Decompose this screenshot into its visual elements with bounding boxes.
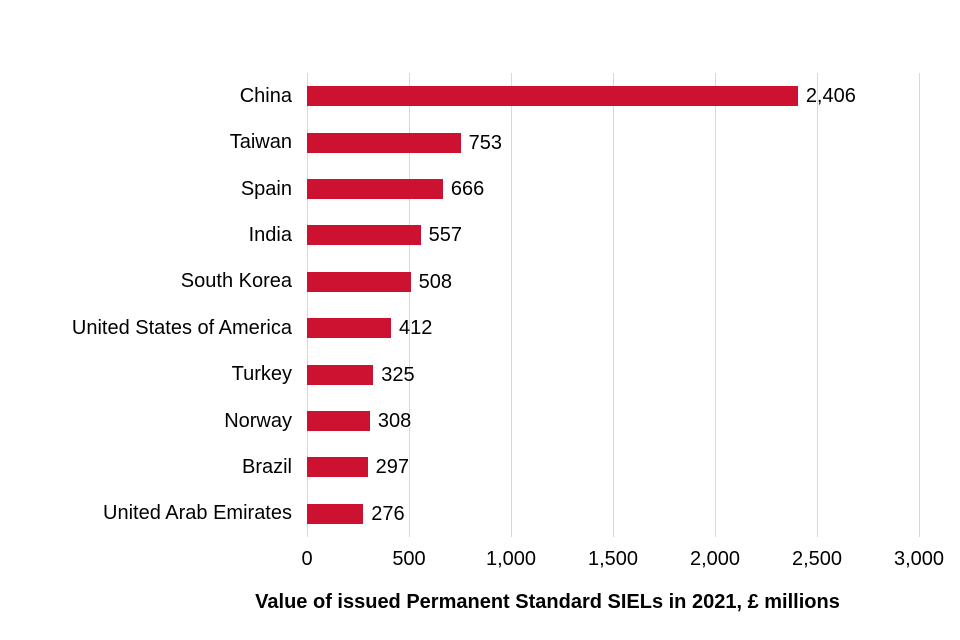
category-label: United States of America: [71, 316, 292, 339]
category-label: Turkey: [231, 363, 292, 386]
bar-row: 276: [307, 491, 919, 537]
bar-value-label: 508: [418, 270, 452, 293]
category-label: India: [248, 223, 292, 246]
gridline: [816, 73, 818, 537]
category-label: Spain: [240, 177, 292, 200]
gridline: [306, 73, 308, 537]
bar: [307, 457, 368, 478]
bar: [307, 132, 461, 153]
bar-value-label: 325: [381, 363, 415, 386]
category-label: China: [239, 84, 292, 107]
category-label: Norway: [224, 409, 292, 432]
category-axis: China Taiwan Spain India South Korea United S…: [0, 73, 292, 537]
bar: [307, 271, 411, 292]
bar-value-label: 2,406: [805, 85, 856, 108]
gridline: [408, 73, 410, 537]
bar-value-label: 297: [375, 456, 409, 479]
bar-value-label: 557: [428, 224, 462, 247]
bar: [307, 364, 374, 385]
x-tick-label: 500: [392, 548, 426, 570]
bar-row: 308: [307, 398, 919, 444]
category-label: United Arab Emirates: [103, 502, 292, 525]
x-tick-label: 0: [301, 548, 313, 570]
bar-value-label: 308: [377, 410, 412, 433]
bar-value-label: 412: [399, 317, 433, 340]
gridline: [612, 73, 614, 537]
gridline: [918, 73, 920, 537]
category-label: Brazil: [241, 455, 292, 478]
bar: [307, 86, 798, 107]
bar-row: 557: [307, 212, 919, 258]
gridline: [510, 73, 512, 537]
bar-row: 753: [307, 119, 919, 165]
plot-area: 2,406 753 666 557 508 412 325 308 297 27…: [306, 73, 920, 537]
bar-rows: 2,406 753 666 557 508 412 325 308 297 27…: [307, 73, 919, 537]
x-axis-tick-labels: 0 500 1,000 1,500 2,000 2,500 3,000: [301, 548, 944, 574]
gridlines: [306, 73, 920, 537]
bar-row: 666: [307, 166, 919, 212]
bar-row: 412: [307, 305, 919, 351]
x-tick-label: 2,000: [689, 548, 741, 570]
x-axis-title: Value of issued Permanent Standard SIELs…: [255, 591, 840, 613]
bar: [307, 503, 364, 524]
bar-value-label: 666: [450, 178, 485, 201]
bar-value-label: 276: [371, 502, 405, 525]
bar-row: 2,406: [307, 73, 919, 119]
bar-row: 297: [307, 444, 919, 490]
bar-row: 508: [307, 259, 919, 305]
bar: [307, 411, 370, 432]
bar: [307, 179, 443, 200]
bar: [307, 318, 392, 339]
x-tick-label: 3,000: [893, 548, 945, 570]
bar-row: 325: [307, 351, 919, 397]
bar-value-label: 753: [468, 131, 502, 154]
bar: [307, 225, 421, 246]
x-tick-label: 2,500: [791, 548, 843, 570]
category-label: South Korea: [180, 270, 292, 293]
category-label: Taiwan: [229, 131, 292, 154]
gridline: [714, 73, 716, 537]
x-tick-label: 1,000: [485, 548, 537, 570]
x-tick-label: 1,500: [587, 548, 639, 570]
